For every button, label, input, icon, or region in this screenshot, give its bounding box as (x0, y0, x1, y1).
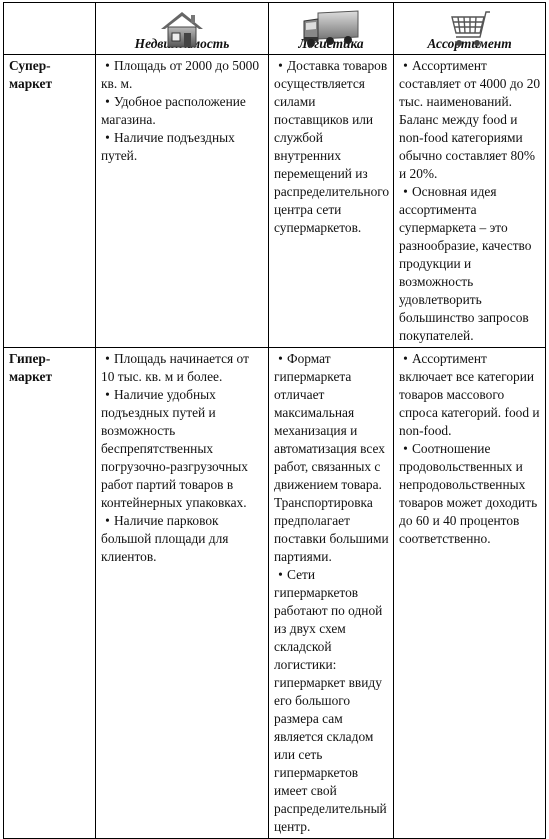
header-assortment: Ассортимент (393, 2, 546, 55)
list-item: • Площадь начинается от 10 тыс. кв. м и б… (101, 351, 249, 384)
list-item: • Ассортимент составляет от 4000 до 20 ты… (399, 58, 541, 181)
header-logistics: Логистика (268, 2, 394, 55)
realty-cell: • Площадь начинается от 10 тыс. кв. м и б… (95, 347, 269, 839)
header-empty-cell (3, 2, 96, 55)
row-title: Гипер- маркет (3, 347, 96, 839)
logistics-cell: • Формат гипермаркета отличает максимальн… (268, 347, 394, 839)
assortment-cell: • Ассортимент составляет от 4000 до 20 ты… (393, 54, 546, 348)
header-row: Недвижимость Логистика (3, 2, 546, 55)
list-item: • Наличие удобных подъездных путей и возм… (101, 387, 248, 510)
header-assortment-label: Ассортимент (427, 36, 512, 51)
list-item: • Основная идея ассортимента супермаркета… (399, 184, 532, 343)
comparison-table: Недвижимость Логистика (3, 2, 546, 839)
shopping-cart-icon (450, 11, 490, 46)
list-item: • Формат гипермаркета отличает максимальн… (274, 351, 389, 564)
table-row: Гипер- маркет • Площадь начинается от 10 … (3, 347, 546, 839)
truck-icon (303, 10, 359, 47)
list-item: • Площадь от 2000 до 5000 кв. м. (101, 58, 260, 91)
row-title: Супер- маркет (3, 54, 96, 348)
list-item: • Ассортимент включает все категории това… (399, 351, 540, 438)
list-item: • Наличие подъездных путей. (101, 130, 235, 163)
list-item: • Наличие парковок большой площади для кл… (101, 513, 229, 564)
list-item: • Доставка товаров осуществляется силами … (274, 58, 390, 235)
list-item: • Удобное расположение магазина. (101, 94, 246, 127)
list-item: • Соотношение продовольственных и непродо… (399, 441, 538, 546)
realty-cell: • Площадь от 2000 до 5000 кв. м. • Удобное… (95, 54, 269, 348)
house-icon (161, 12, 203, 48)
list-item: • Сети гипермаркетов работают по одной из… (274, 567, 387, 834)
logistics-cell: • Доставка товаров осуществляется силами … (268, 54, 394, 348)
table-row: Супер- маркет • Площадь от 2000 до 5000 к… (3, 54, 546, 348)
header-realty: Недвижимость (95, 2, 269, 55)
assortment-cell: • Ассортимент включает все категории това… (393, 347, 546, 839)
